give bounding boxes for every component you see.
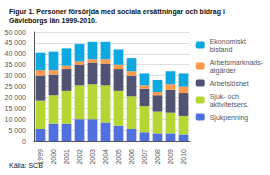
svg-text:Källa: SCB: Källa: SCB — [9, 162, 43, 169]
svg-text:40 000: 40 000 — [5, 50, 27, 57]
svg-text:45 000: 45 000 — [5, 39, 27, 46]
svg-text:30 000: 30 000 — [5, 72, 27, 79]
svg-text:Arbetsmarknads-: Arbetsmarknads- — [210, 59, 264, 66]
svg-text:5 000: 5 000 — [8, 127, 26, 134]
svg-text:atgärder: atgärder — [210, 67, 237, 75]
svg-text:2007: 2007 — [141, 149, 148, 165]
svg-text:2000: 2000 — [50, 149, 57, 165]
svg-text:2004: 2004 — [102, 149, 109, 165]
svg-text:2006: 2006 — [128, 149, 135, 165]
svg-text:10 000: 10 000 — [5, 116, 27, 123]
svg-text:Figur 1. Personer försörjda me: Figur 1. Personer försörjda med sociala … — [9, 8, 225, 16]
svg-text:2010: 2010 — [180, 149, 187, 165]
svg-text:2005: 2005 — [115, 149, 122, 165]
svg-text:bistand: bistand — [210, 46, 233, 53]
svg-text:aktivitetsers.: aktivitetsers. — [210, 101, 249, 108]
svg-text:Arbetslöshet: Arbetslöshet — [210, 80, 249, 87]
svg-text:1999: 1999 — [37, 149, 44, 165]
svg-text:2009: 2009 — [167, 149, 174, 165]
svg-text:50 000: 50 000 — [5, 29, 27, 36]
svg-text:Gävleborgs län 1999-2010.: Gävleborgs län 1999-2010. — [9, 17, 97, 25]
svg-text:25 000: 25 000 — [5, 83, 27, 90]
svg-text:35 000: 35 000 — [5, 61, 27, 68]
svg-text:Ekonomiskt: Ekonomiskt — [210, 38, 246, 45]
svg-text:15 000: 15 000 — [5, 105, 27, 112]
svg-text:2001: 2001 — [63, 149, 70, 165]
svg-text:0: 0 — [22, 138, 26, 145]
svg-text:Sjukpenning: Sjukpenning — [210, 114, 249, 122]
svg-text:2003: 2003 — [89, 149, 96, 165]
svg-text:Sjuk- och: Sjuk- och — [210, 93, 239, 101]
svg-text:20 000: 20 000 — [5, 94, 27, 101]
svg-text:2002: 2002 — [76, 149, 83, 165]
svg-text:2008: 2008 — [154, 149, 161, 165]
